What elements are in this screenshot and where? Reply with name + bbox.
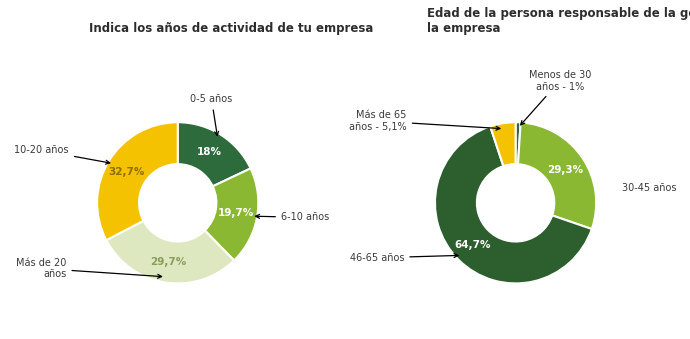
Text: Más de 65
años - 5,1%: Más de 65 años - 5,1% <box>349 110 500 132</box>
Text: 0-5 años: 0-5 años <box>190 95 233 135</box>
Text: 29,7%: 29,7% <box>150 257 186 267</box>
Text: 6-10 años: 6-10 años <box>256 212 329 222</box>
Wedge shape <box>518 122 596 229</box>
Text: 32,7%: 32,7% <box>109 167 145 177</box>
Wedge shape <box>205 168 258 260</box>
Wedge shape <box>515 122 521 164</box>
Circle shape <box>477 164 554 241</box>
Text: Indica los años de actividad de tu empresa: Indica los años de actividad de tu empre… <box>89 22 373 35</box>
Text: Menos de 30
años - 1%: Menos de 30 años - 1% <box>521 70 591 125</box>
Wedge shape <box>97 122 178 240</box>
Text: 30-45 años: 30-45 años <box>622 183 676 193</box>
Circle shape <box>139 164 217 241</box>
Text: 46-65 años: 46-65 años <box>350 253 458 263</box>
Wedge shape <box>178 122 250 186</box>
Text: 64,7%: 64,7% <box>455 240 491 250</box>
Wedge shape <box>106 221 234 283</box>
Text: 10-20 años: 10-20 años <box>14 145 110 164</box>
Text: 29,3%: 29,3% <box>547 165 583 175</box>
Text: Edad de la persona responsable de la gestión de
la empresa: Edad de la persona responsable de la ges… <box>427 7 690 35</box>
Text: 19,7%: 19,7% <box>218 208 255 218</box>
Text: 18%: 18% <box>197 147 222 158</box>
Wedge shape <box>435 126 592 283</box>
Wedge shape <box>490 122 515 166</box>
Text: Más de 20
años: Más de 20 años <box>16 258 161 279</box>
